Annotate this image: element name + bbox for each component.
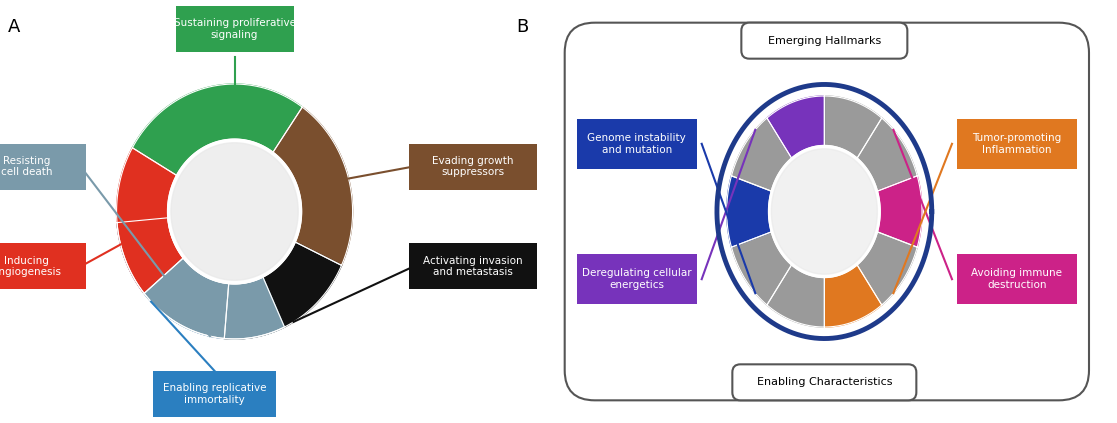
Polygon shape [824, 265, 881, 327]
Polygon shape [824, 96, 881, 158]
Polygon shape [168, 139, 302, 284]
FancyBboxPatch shape [0, 244, 86, 289]
Text: Enabling replicative
immortality: Enabling replicative immortality [163, 383, 266, 405]
Polygon shape [768, 146, 880, 277]
FancyBboxPatch shape [0, 143, 86, 190]
Polygon shape [727, 176, 771, 247]
Text: Activating invasion
and metastasis: Activating invasion and metastasis [422, 255, 523, 277]
Text: Deregulating cellular
energetics: Deregulating cellular energetics [582, 268, 691, 290]
Text: Genome instability
and mutation: Genome instability and mutation [588, 133, 686, 155]
Text: Avoiding immune
destruction: Avoiding immune destruction [972, 268, 1062, 290]
Polygon shape [273, 107, 353, 265]
Polygon shape [732, 118, 792, 191]
FancyBboxPatch shape [742, 23, 907, 59]
Polygon shape [772, 149, 877, 274]
Polygon shape [857, 118, 917, 191]
FancyBboxPatch shape [957, 254, 1077, 304]
Text: Tumor-promoting
Inflammation: Tumor-promoting Inflammation [973, 133, 1061, 155]
Polygon shape [133, 84, 303, 175]
Polygon shape [767, 96, 824, 158]
Polygon shape [116, 148, 183, 294]
Polygon shape [144, 258, 285, 339]
Text: Resisting
cell death: Resisting cell death [1, 156, 52, 177]
Polygon shape [857, 232, 917, 305]
Text: B: B [517, 18, 529, 36]
FancyBboxPatch shape [409, 244, 536, 289]
FancyBboxPatch shape [576, 254, 697, 304]
Polygon shape [878, 176, 922, 247]
Polygon shape [732, 232, 792, 305]
Text: Inducing
angiogenesis: Inducing angiogenesis [0, 255, 61, 277]
Polygon shape [225, 242, 342, 339]
FancyBboxPatch shape [576, 119, 697, 169]
Text: Evading growth
suppressors: Evading growth suppressors [432, 156, 514, 177]
Text: Enabling Characteristics: Enabling Characteristics [756, 377, 892, 387]
FancyBboxPatch shape [175, 6, 294, 52]
Text: Sustaining proliferative
signaling: Sustaining proliferative signaling [173, 18, 296, 40]
FancyBboxPatch shape [957, 119, 1077, 169]
Polygon shape [171, 143, 298, 280]
Polygon shape [117, 218, 229, 338]
Text: A: A [8, 18, 20, 36]
Polygon shape [767, 265, 824, 327]
FancyBboxPatch shape [733, 364, 916, 400]
Text: Emerging Hallmarks: Emerging Hallmarks [767, 36, 881, 46]
FancyBboxPatch shape [153, 371, 276, 417]
FancyBboxPatch shape [409, 143, 536, 190]
